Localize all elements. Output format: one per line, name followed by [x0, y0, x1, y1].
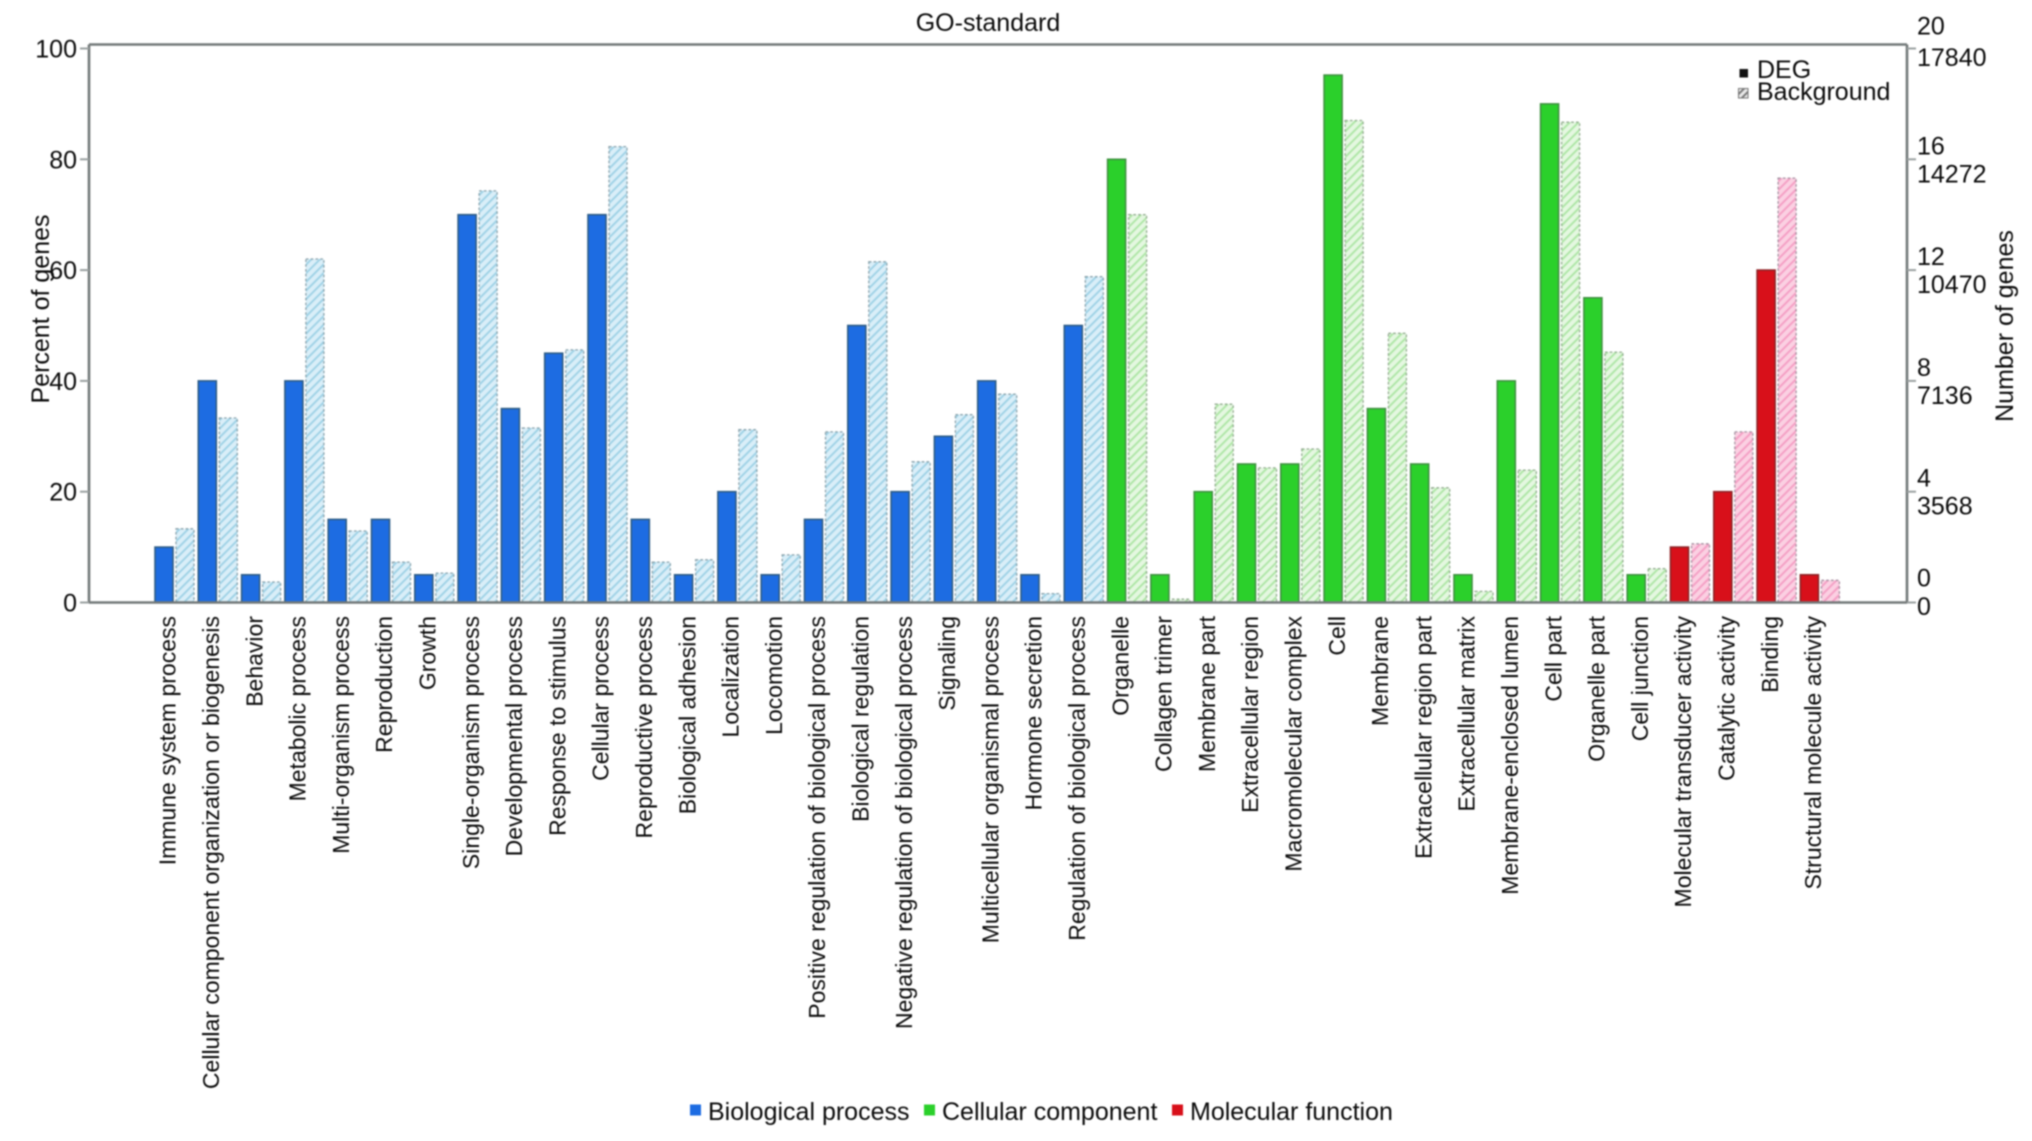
- svg-text:Cell part: Cell part: [1540, 615, 1566, 701]
- svg-text:Localization: Localization: [718, 616, 744, 737]
- svg-text:40: 40: [49, 368, 77, 396]
- svg-text:Collagen trimer: Collagen trimer: [1151, 616, 1177, 772]
- svg-text:Cellular component: Cellular component: [942, 1098, 1157, 1126]
- svg-text:Negative regulation of biologi: Negative regulation of biological proces…: [891, 616, 917, 1029]
- svg-text:Extracellular region: Extracellular region: [1237, 616, 1263, 813]
- svg-text:Biological process: Biological process: [708, 1098, 910, 1126]
- svg-text:Molecular function: Molecular function: [1190, 1098, 1393, 1126]
- svg-text:Signaling: Signaling: [934, 616, 960, 711]
- svg-text:Percent of genes: Percent of genes: [27, 214, 55, 403]
- svg-text:Immune system process: Immune system process: [155, 616, 181, 865]
- svg-text:Molecular transducer activity: Molecular transducer activity: [1670, 616, 1696, 908]
- svg-text:100: 100: [35, 36, 77, 64]
- svg-text:0: 0: [63, 590, 77, 618]
- svg-text:Cell: Cell: [1324, 616, 1350, 656]
- svg-text:Single-organism process: Single-organism process: [458, 616, 484, 869]
- svg-text:10470: 10470: [1917, 271, 1987, 299]
- svg-text:Extracellular region part: Extracellular region part: [1410, 615, 1436, 859]
- svg-text:Membrane: Membrane: [1367, 616, 1393, 726]
- svg-text:Positive regulation of biologi: Positive regulation of biological proces…: [804, 616, 830, 1019]
- svg-text:Multi-organism process: Multi-organism process: [328, 616, 354, 854]
- svg-text:Reproductive process: Reproductive process: [631, 616, 657, 838]
- svg-text:Biological adhesion: Biological adhesion: [674, 616, 700, 814]
- svg-text:7136: 7136: [1917, 382, 1973, 410]
- svg-text:17840: 17840: [1917, 44, 1987, 72]
- svg-text:14272: 14272: [1917, 160, 1987, 188]
- svg-text:Cellular process: Cellular process: [588, 616, 614, 781]
- svg-text:Organelle: Organelle: [1107, 616, 1133, 716]
- svg-text:GO-standard: GO-standard: [916, 9, 1061, 37]
- svg-text:Structural molecule activity: Structural molecule activity: [1800, 616, 1826, 890]
- svg-text:Background: Background: [1757, 78, 1890, 106]
- svg-text:12: 12: [1917, 243, 1945, 271]
- svg-text:16: 16: [1917, 132, 1945, 160]
- svg-text:Locomotion: Locomotion: [761, 616, 787, 735]
- svg-text:Metabolic process: Metabolic process: [285, 616, 311, 801]
- svg-text:Binding: Binding: [1757, 616, 1783, 693]
- svg-text:Extracellular matrix: Extracellular matrix: [1454, 616, 1480, 812]
- svg-text:3568: 3568: [1917, 493, 1973, 521]
- svg-text:Membrane part: Membrane part: [1194, 615, 1220, 772]
- svg-text:Organelle part: Organelle part: [1584, 615, 1610, 761]
- svg-text:4: 4: [1917, 465, 1931, 493]
- svg-text:Membrane-enclosed lumen: Membrane-enclosed lumen: [1497, 616, 1523, 895]
- svg-text:Cellular component organizatio: Cellular component organization or bioge…: [198, 616, 224, 1089]
- svg-text:Biological regulation: Biological regulation: [848, 616, 874, 822]
- svg-text:Number of genes: Number of genes: [1991, 230, 2019, 422]
- svg-text:Multicellular organismal proce: Multicellular organismal process: [977, 616, 1003, 943]
- svg-text:Regulation of biological proce: Regulation of biological process: [1064, 616, 1090, 941]
- svg-text:Catalytic activity: Catalytic activity: [1714, 616, 1740, 781]
- svg-text:Hormone secretion: Hormone secretion: [1021, 616, 1047, 810]
- svg-text:20: 20: [49, 479, 77, 507]
- svg-text:8: 8: [1917, 354, 1931, 382]
- svg-text:Cell junction: Cell junction: [1627, 616, 1653, 741]
- svg-text:DEG: DEG: [1757, 56, 1811, 84]
- svg-text:Response to stimulus: Response to stimulus: [544, 616, 570, 836]
- svg-text:Macromolecular complex: Macromolecular complex: [1281, 616, 1307, 872]
- svg-text:Growth: Growth: [415, 616, 441, 690]
- svg-text:60: 60: [49, 257, 77, 285]
- svg-text:0: 0: [1917, 565, 1931, 593]
- svg-text:Developmental process: Developmental process: [501, 616, 527, 856]
- svg-text:Reproduction: Reproduction: [371, 616, 397, 753]
- svg-text:Behavior: Behavior: [241, 616, 267, 707]
- svg-text:0: 0: [1917, 593, 1931, 621]
- svg-text:80: 80: [49, 146, 77, 174]
- svg-text:20: 20: [1917, 13, 1945, 41]
